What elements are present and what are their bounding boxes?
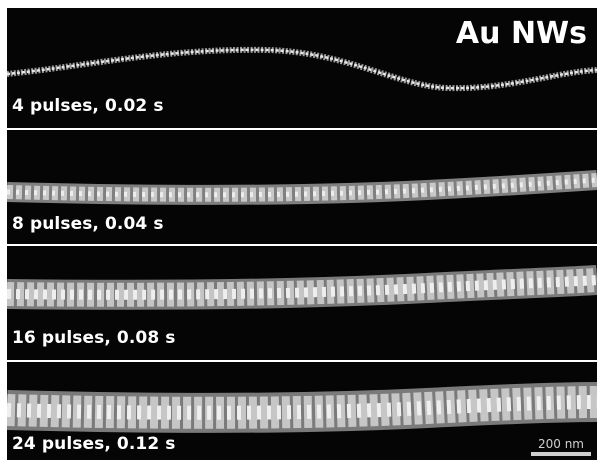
nanowire-8-pulses-image [7, 170, 597, 205]
figure-title: Au NWs [455, 16, 587, 51]
panel-label-8-pulses: 8 pulses, 0.04 s [12, 214, 164, 234]
panel-16-pulses: 16 pulses, 0.08 s [7, 246, 597, 360]
nanowire-16-pulses-image [7, 265, 597, 310]
nanowire-24-pulses-image [7, 382, 597, 433]
scale-bar-label: 200 nm [537, 437, 584, 451]
scale-bar-line [531, 452, 591, 456]
panel-4-pulses: Au NWs 4 pulses, 0.02 s [7, 8, 597, 128]
panel-label-24-pulses: 24 pulses, 0.12 s [12, 434, 176, 454]
nanowire-4-pulses-image [7, 46, 597, 92]
panel-label-4-pulses: 4 pulses, 0.02 s [12, 96, 164, 116]
panel-8-pulses: 8 pulses, 0.04 s [7, 130, 597, 244]
sem-figure: Au NWs 4 pulses, 0.02 s 8 pulses, 0.04 s… [7, 8, 597, 460]
scale-bar: 200 nm [531, 437, 591, 456]
panel-24-pulses: 24 pulses, 0.12 s 200 nm [7, 362, 597, 460]
panel-label-16-pulses: 16 pulses, 0.08 s [12, 328, 176, 348]
